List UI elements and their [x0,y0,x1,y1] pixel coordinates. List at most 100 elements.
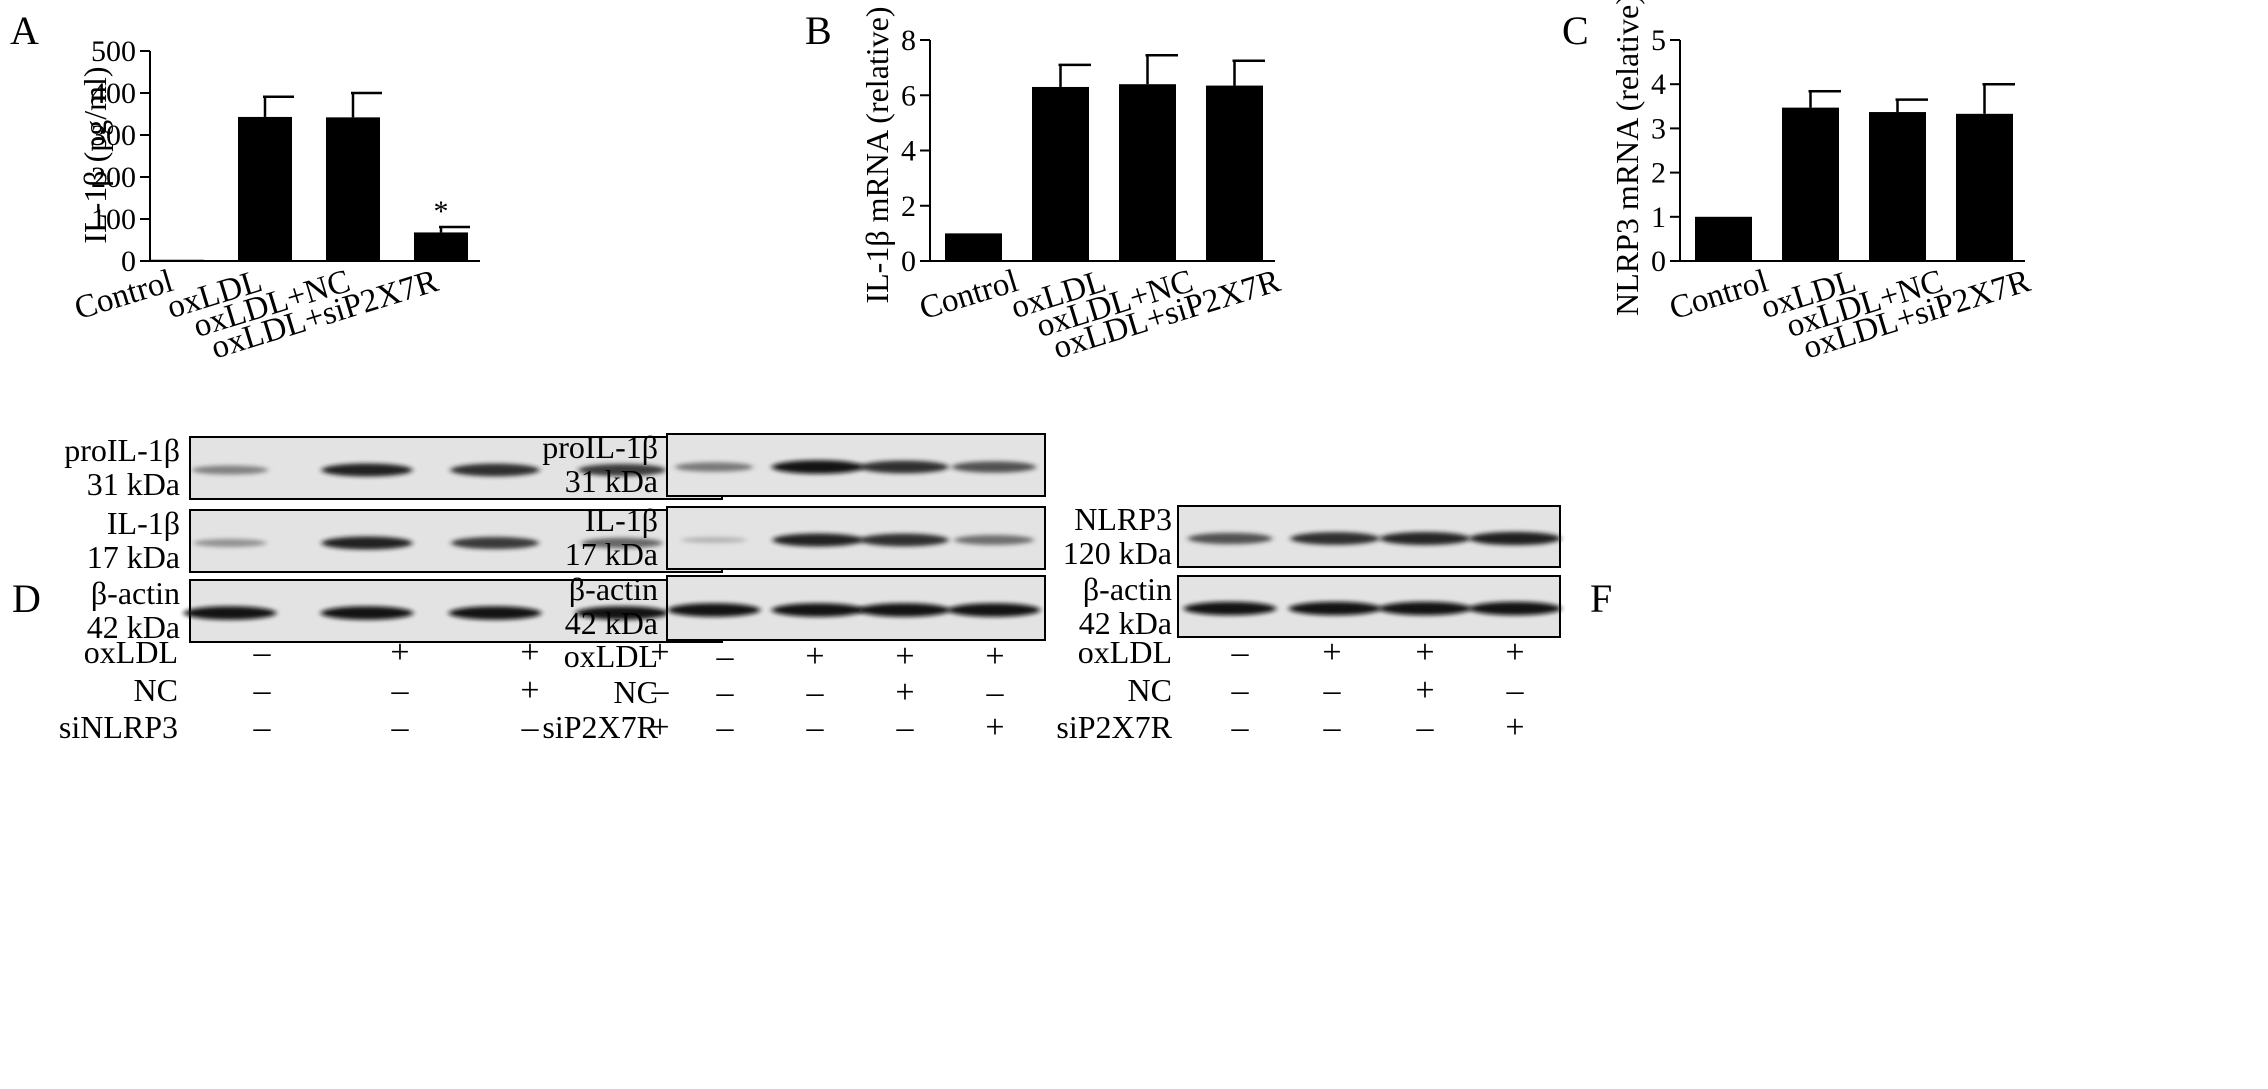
blot-band [578,463,666,477]
condition-sign: + [520,634,539,671]
condition-sign: + [985,638,1004,675]
y-tick-label: 100 [91,203,136,236]
blot-band [451,536,539,550]
condition-sign: + [805,638,824,675]
y-tick-label: 1 [1651,201,1666,234]
blot-band [193,538,267,548]
blot-band [859,533,949,547]
condition-label: oxLDL [1078,634,1172,670]
blot-row: β-actin 42 kDa [87,575,723,645]
blot-band [575,606,669,620]
x-category-label: Control [1665,263,1772,327]
blot-band [771,603,865,617]
panel-letter-a: A [10,8,39,53]
y-tick-label: 3 [1651,112,1666,145]
y-tick-label: 8 [901,24,916,57]
condition-sign: + [1505,634,1524,671]
condition-sign: – [716,638,735,675]
condition-sign: + [1505,709,1524,746]
blot-band [859,460,949,474]
y-tick-label: 500 [91,35,136,68]
blot-band [1469,531,1561,546]
blot-protein-label: β-actin [91,575,180,611]
blot-band [947,603,1041,617]
blot-kda-label: 120 kDa [1063,535,1172,571]
blot-band [191,465,269,475]
bar [414,232,468,261]
bar [1956,113,2013,262]
blot-band [1379,532,1471,545]
blot-protein-label: NLRP3 [1074,501,1172,537]
condition-sign: – [716,674,735,711]
y-tick-label: 200 [91,161,136,194]
blot-band [1378,601,1472,616]
blot-kda-label: 31 kDa [565,463,658,499]
blot-band [320,606,414,620]
y-tick-label: 6 [901,79,916,112]
y-tick-label: 4 [901,135,916,168]
chart-c-ylabel: NLRP3 mRNA (relative) [1609,0,1645,316]
blot-band [1290,532,1380,545]
condition-sign: – [391,672,410,709]
condition-label: oxLDL [564,638,658,674]
condition-label: NC [614,674,658,710]
condition-label: oxLDL [84,634,178,670]
condition-sign: – [896,709,915,746]
blot-protein-label: β-actin [569,571,658,607]
blot-band [951,461,1037,473]
chart-a-ylabel: IL-1β (pg/ml) [77,66,113,243]
blot-band [450,463,540,477]
charts-layer: 0100200300400500*ControloxLDLoxLDL+NCoxL… [70,24,2034,366]
condition-sign: – [253,634,272,671]
blot-band [183,606,277,620]
bar [1119,84,1176,261]
blot-protein-label: IL-1β [585,502,658,538]
condition-label: NC [1128,672,1172,708]
bar [1782,107,1839,261]
condition-sign: + [1415,672,1434,709]
panel-letter-b: B [805,8,832,53]
blot-kda-label: 42 kDa [565,605,658,641]
y-tick-label: 0 [1651,245,1666,278]
blot-protein-label: proIL-1β [542,429,658,465]
condition-sign: – [806,709,825,746]
blot-band [681,536,747,544]
condition-sign: – [806,674,825,711]
condition-sign: + [1415,634,1434,671]
bar [945,233,1002,261]
panel-letter-d: D [12,576,41,621]
blot-band [857,603,951,617]
blot-band [667,603,761,617]
y-tick-label: 2 [1651,157,1666,190]
blot-band [321,463,413,477]
blot-protein-label: IL-1β [107,505,180,541]
condition-sign: + [985,709,1004,746]
x-category-label: Control [915,263,1022,327]
bar [238,116,292,261]
bar [326,117,380,261]
condition-sign: – [1323,709,1342,746]
blot-band [954,535,1034,545]
condition-sign: – [1231,634,1250,671]
significance-mark: * [434,195,449,228]
y-tick-label: 4 [1651,68,1666,101]
blot-band [1183,601,1277,616]
condition-sign: – [521,709,540,746]
condition-label: NC [134,672,178,708]
condition-sign: + [895,674,914,711]
panel-letter-f: F [1590,576,1612,621]
condition-sign: – [253,709,272,746]
condition-sign: – [986,674,1005,711]
blot-kda-label: 17 kDa [565,536,658,572]
condition-sign: + [650,709,669,746]
chart-b-ylabel: IL-1β mRNA (relative) [859,6,895,303]
y-tick-label: 0 [901,245,916,278]
